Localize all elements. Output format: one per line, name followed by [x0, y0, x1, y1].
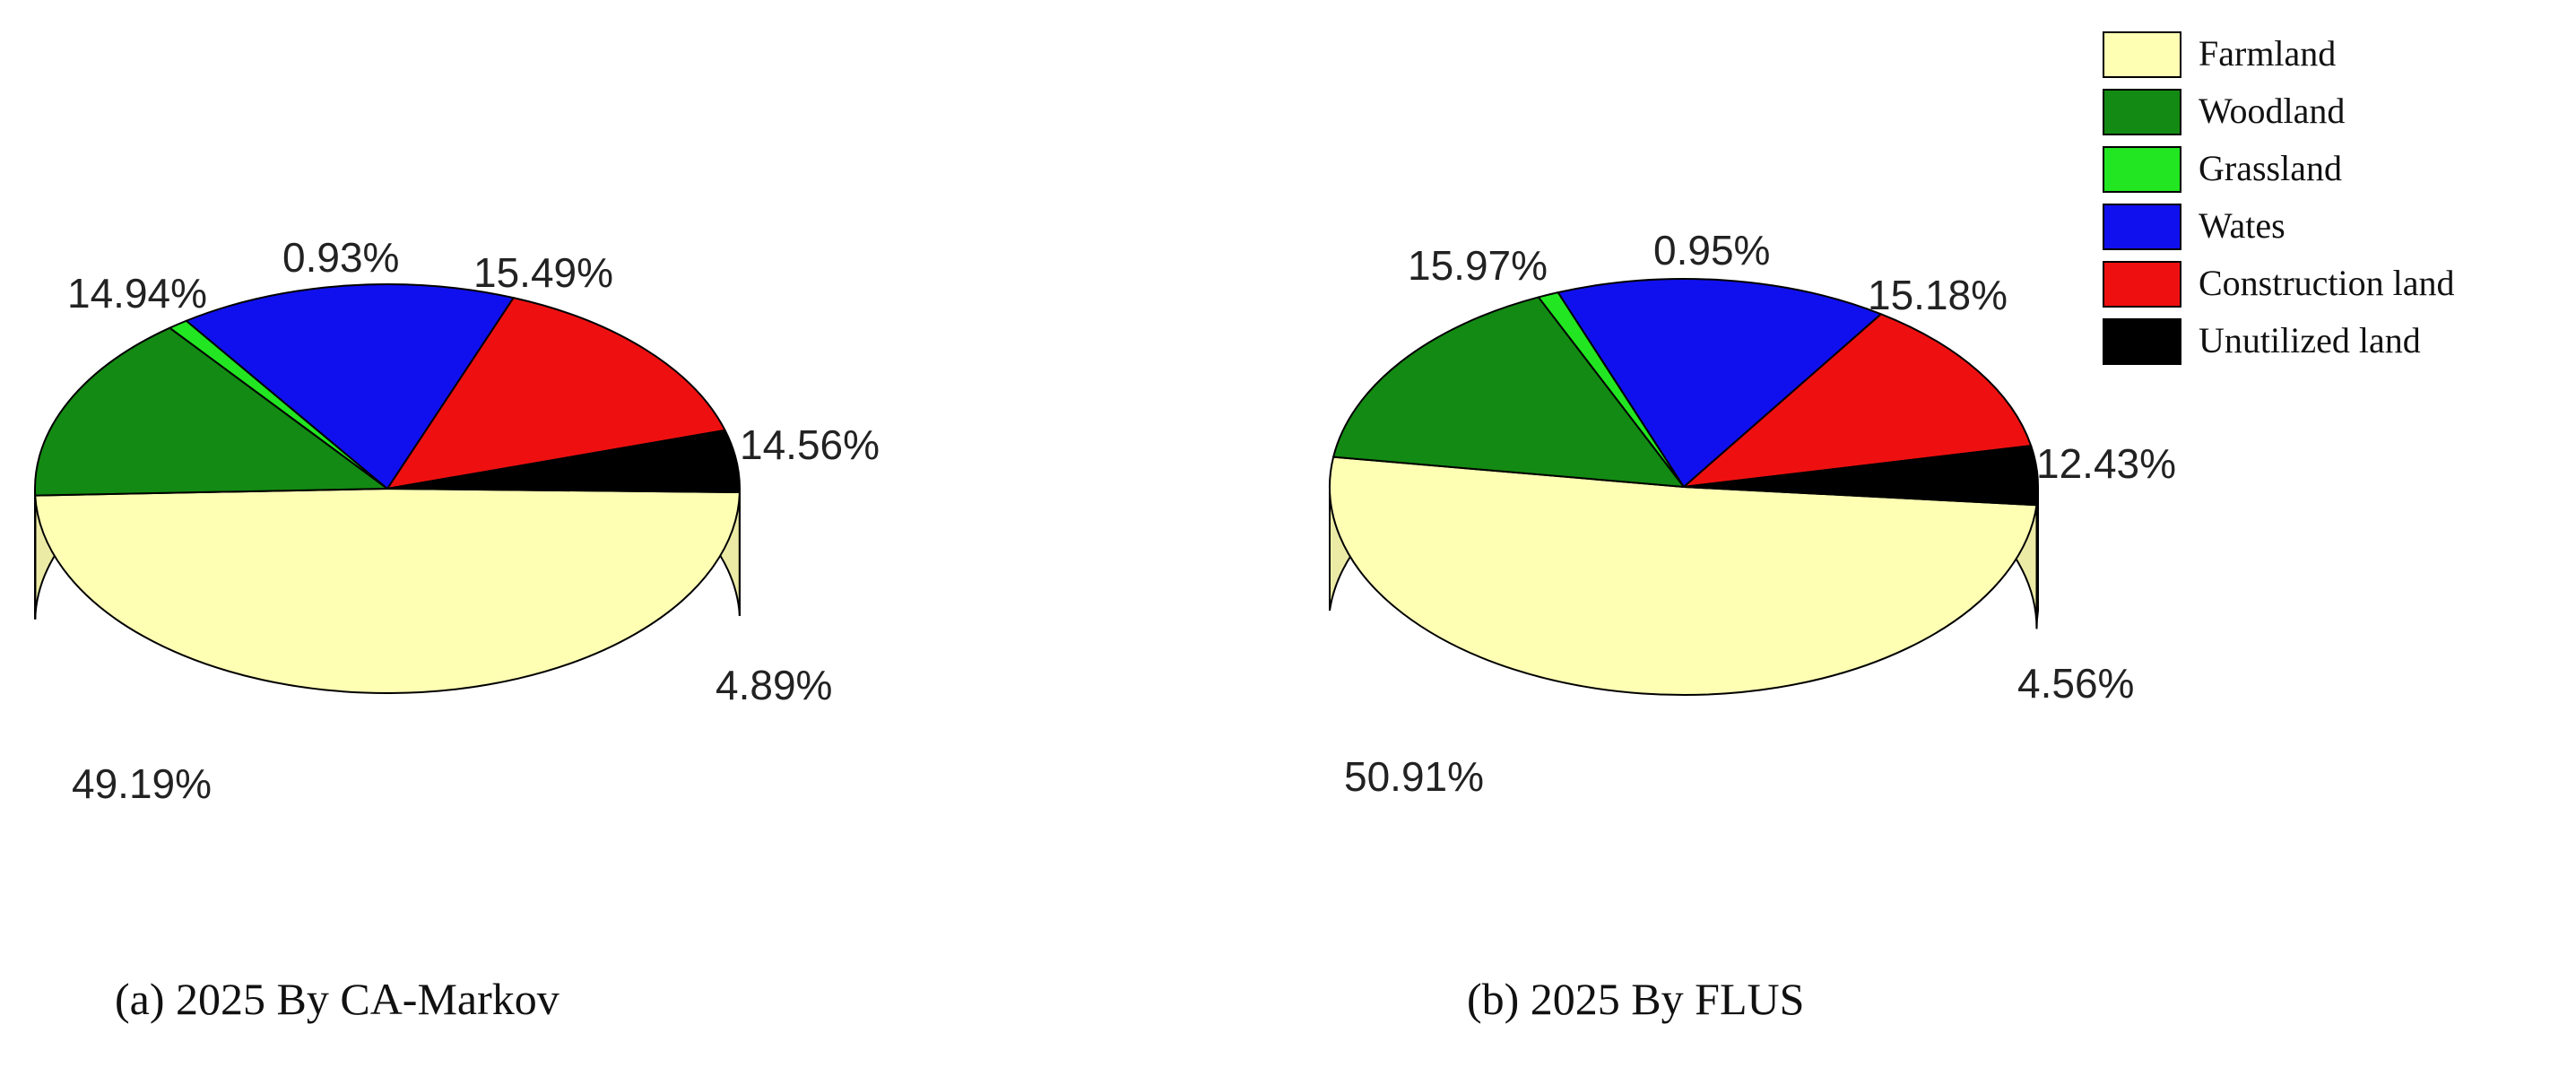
slice-unutilized-land — [1683, 445, 2039, 507]
legend-label-wates: Wates — [2199, 205, 2285, 246]
slice-woodland — [34, 326, 388, 497]
data-label-farmland: 49.19% — [72, 760, 212, 807]
data-label-construction-land: 14.56% — [740, 421, 880, 468]
data-label-woodland: 14.94% — [67, 270, 207, 317]
caption-chart-a: (a) 2025 By CA-Markov — [115, 974, 559, 1024]
legend-swatch-unutilized-land — [2103, 318, 2181, 365]
legend: Farmland Woodland Grassland Wates Constructi… — [2103, 31, 2455, 365]
legend-label-unutilized-land: Unutilized land — [2199, 320, 2421, 360]
data-label-grassland: 0.93% — [282, 234, 399, 281]
legend-label-woodland: Woodland — [2199, 91, 2345, 131]
data-label-wates: 15.18% — [1868, 272, 2008, 318]
slice-wates — [1557, 278, 1882, 488]
data-label-woodland: 15.97% — [1408, 242, 1548, 289]
legend-swatch-wates — [2103, 204, 2181, 250]
data-label-construction-land: 12.43% — [2036, 440, 2176, 487]
caption-chart-b: (b) 2025 By FLUS — [1467, 974, 1804, 1024]
slice-construction-land — [1683, 313, 2033, 488]
data-label-grassland: 0.95% — [1653, 227, 1770, 273]
legend-swatch-woodland — [2103, 89, 2181, 135]
legend-swatch-grassland — [2103, 146, 2181, 193]
slice-construction-land — [386, 297, 726, 490]
legend-label-construction-land: Construction land — [2199, 263, 2455, 303]
data-label-wates: 15.49% — [473, 249, 613, 296]
slice-farmland — [34, 488, 741, 694]
slice-unutilized-land — [386, 429, 741, 493]
data-label-unutilized-land: 4.89% — [716, 662, 832, 708]
slice-farmland — [1329, 456, 2038, 696]
data-label-farmland: 50.91% — [1344, 753, 1484, 800]
pie-chart-a: 49.19% 14.94% 0.93% 15.49% 14.56% 4.89% — [34, 234, 880, 807]
legend-swatch-farmland — [2103, 31, 2181, 78]
legend-label-grassland: Grassland — [2199, 148, 2342, 188]
legend-swatch-construction-land — [2103, 261, 2181, 308]
pie-chart-b: 50.91% 15.97% 0.95% 15.18% 12.43% 4.56% — [1329, 227, 2176, 800]
data-label-unutilized-land: 4.56% — [2017, 660, 2134, 707]
slice-wates — [185, 283, 515, 490]
slice-woodland — [1332, 296, 1685, 488]
legend-label-farmland: Farmland — [2199, 33, 2336, 74]
